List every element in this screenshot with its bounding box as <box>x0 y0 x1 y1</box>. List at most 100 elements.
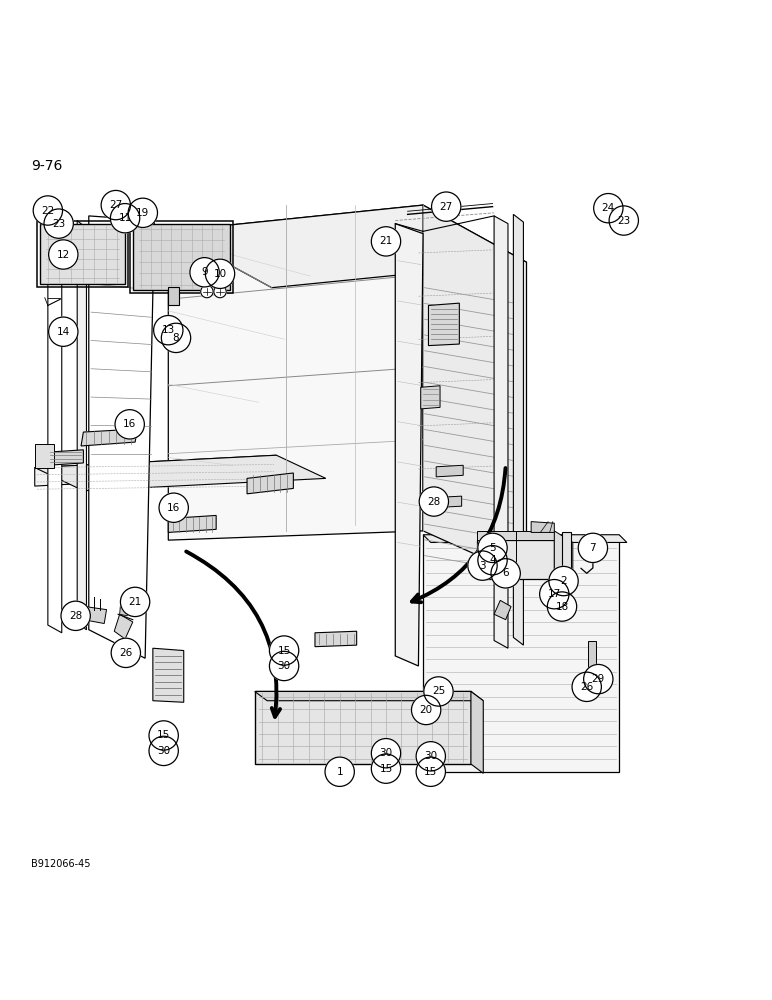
Circle shape <box>578 533 608 563</box>
Circle shape <box>416 757 445 786</box>
Circle shape <box>468 551 497 580</box>
Text: 23: 23 <box>617 216 631 226</box>
Polygon shape <box>554 531 573 591</box>
Circle shape <box>371 739 401 768</box>
Polygon shape <box>475 556 486 566</box>
Polygon shape <box>315 631 357 647</box>
Circle shape <box>269 636 299 665</box>
Text: 9-76: 9-76 <box>31 159 63 173</box>
Polygon shape <box>48 450 83 465</box>
Text: 26: 26 <box>580 682 594 692</box>
Circle shape <box>115 410 144 439</box>
Text: 21: 21 <box>379 236 393 246</box>
Circle shape <box>540 580 569 609</box>
Polygon shape <box>48 226 62 633</box>
Polygon shape <box>35 455 276 486</box>
Text: 24: 24 <box>601 203 615 213</box>
Text: 15: 15 <box>277 646 291 656</box>
Circle shape <box>478 533 507 563</box>
Polygon shape <box>168 287 179 305</box>
Polygon shape <box>89 216 154 658</box>
Circle shape <box>205 259 235 288</box>
Circle shape <box>371 754 401 783</box>
Circle shape <box>478 546 507 575</box>
Polygon shape <box>77 221 86 630</box>
Text: 8: 8 <box>173 333 179 343</box>
Text: 7: 7 <box>590 543 596 553</box>
Circle shape <box>120 587 150 617</box>
Text: 28: 28 <box>427 497 441 507</box>
Polygon shape <box>168 515 216 532</box>
Polygon shape <box>40 224 125 284</box>
Circle shape <box>111 638 141 668</box>
Polygon shape <box>83 607 107 624</box>
Circle shape <box>149 736 178 766</box>
Circle shape <box>491 559 520 588</box>
Polygon shape <box>423 535 627 542</box>
Text: 6: 6 <box>503 568 509 578</box>
Circle shape <box>214 285 226 298</box>
Polygon shape <box>114 614 133 639</box>
Text: 30: 30 <box>277 661 291 671</box>
Circle shape <box>149 721 178 750</box>
Polygon shape <box>35 455 326 491</box>
Circle shape <box>33 196 63 225</box>
Polygon shape <box>255 691 483 701</box>
Text: 30: 30 <box>424 751 438 761</box>
Polygon shape <box>436 465 463 477</box>
Text: 20: 20 <box>419 705 433 715</box>
Polygon shape <box>490 563 502 573</box>
Circle shape <box>269 651 299 681</box>
Polygon shape <box>168 205 527 288</box>
Circle shape <box>549 566 578 596</box>
Circle shape <box>609 206 638 235</box>
Text: 27: 27 <box>439 202 453 212</box>
Polygon shape <box>133 224 230 290</box>
Text: 29: 29 <box>591 674 605 684</box>
Text: 30: 30 <box>379 748 393 758</box>
Text: 12: 12 <box>56 250 70 260</box>
Text: 11: 11 <box>118 213 132 223</box>
Circle shape <box>44 209 73 238</box>
Polygon shape <box>153 648 184 702</box>
Polygon shape <box>494 600 511 620</box>
Circle shape <box>154 315 183 345</box>
Polygon shape <box>477 540 554 579</box>
Polygon shape <box>81 429 137 446</box>
Text: 9: 9 <box>201 267 208 277</box>
Polygon shape <box>395 224 423 666</box>
Circle shape <box>161 323 191 353</box>
Text: 15: 15 <box>379 764 393 774</box>
Text: 5: 5 <box>489 543 496 553</box>
Polygon shape <box>513 214 523 645</box>
Polygon shape <box>531 522 554 532</box>
Text: 22: 22 <box>41 206 55 216</box>
Polygon shape <box>255 691 471 764</box>
Text: 15: 15 <box>157 730 171 740</box>
Circle shape <box>159 493 188 522</box>
Circle shape <box>49 317 78 346</box>
Bar <box>37 221 128 287</box>
Polygon shape <box>432 496 462 508</box>
Polygon shape <box>494 216 508 648</box>
Text: 16: 16 <box>123 419 137 429</box>
Circle shape <box>371 227 401 256</box>
Polygon shape <box>421 386 440 409</box>
Text: 28: 28 <box>69 611 83 621</box>
Text: 25: 25 <box>432 686 445 696</box>
Polygon shape <box>247 473 293 494</box>
Text: 23: 23 <box>52 219 66 229</box>
Polygon shape <box>588 641 596 685</box>
Text: 18: 18 <box>555 602 569 612</box>
Text: 26: 26 <box>119 648 133 658</box>
Circle shape <box>190 258 219 287</box>
Circle shape <box>61 601 90 630</box>
Polygon shape <box>168 205 423 540</box>
Circle shape <box>547 592 577 621</box>
Polygon shape <box>471 691 483 773</box>
Circle shape <box>101 190 130 220</box>
Circle shape <box>201 285 213 298</box>
Text: 30: 30 <box>157 746 171 756</box>
Bar <box>35 444 54 468</box>
Circle shape <box>572 672 601 701</box>
